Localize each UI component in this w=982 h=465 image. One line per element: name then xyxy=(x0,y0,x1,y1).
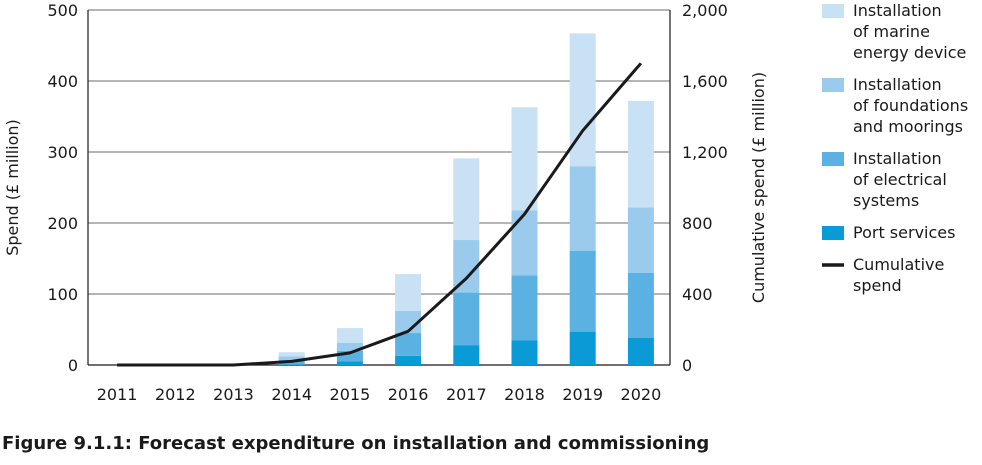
y-tick-label: 400 xyxy=(47,72,78,91)
legend-label: Cumulative xyxy=(853,255,944,274)
y2-tick-label: 2,000 xyxy=(682,1,728,20)
bars xyxy=(278,33,654,365)
bar-segment xyxy=(278,352,305,357)
legend-swatch xyxy=(822,78,844,92)
bar-segment xyxy=(278,356,305,361)
bar-segment xyxy=(395,274,422,312)
bar-segment xyxy=(453,345,480,365)
x-tick-label: 2019 xyxy=(562,385,603,404)
y-tick-label: 100 xyxy=(47,285,78,304)
y2-axis-title: Cumulative spend (£ million) xyxy=(749,72,768,303)
y2-tick-label: 1,200 xyxy=(682,143,728,162)
legend-swatch xyxy=(822,4,844,18)
bar-segment xyxy=(511,275,538,341)
legend-swatch xyxy=(822,152,844,166)
legend: Installation of marine energy device Instal… xyxy=(822,1,968,295)
bar-segment xyxy=(627,100,654,208)
cumulative-line xyxy=(117,62,643,367)
legend-label: of foundations xyxy=(853,96,968,115)
y2-tick-label: 1,600 xyxy=(682,72,728,91)
bar-segment xyxy=(278,364,305,365)
bar-segment xyxy=(336,350,363,362)
x-tick-label: 2014 xyxy=(271,385,312,404)
x-tick-label: 2020 xyxy=(621,385,662,404)
chart: 0 100 200 300 400 500 0 400 800 1,200 1,600 2,000 20… xyxy=(3,1,968,404)
bar-segment xyxy=(511,340,538,365)
legend-label: Installation xyxy=(853,75,942,94)
y-tick-label: 500 xyxy=(47,1,78,20)
legend-label: Installation xyxy=(853,1,942,20)
y2-tick-label: 800 xyxy=(682,214,713,233)
bar-segment xyxy=(569,250,596,332)
y2-tick-label: 0 xyxy=(682,356,692,375)
bar-segment xyxy=(453,292,480,346)
y-tick-label: 200 xyxy=(47,214,78,233)
x-tick-label: 2012 xyxy=(155,385,196,404)
x-tick-label: 2015 xyxy=(330,385,371,404)
legend-label: systems xyxy=(853,191,919,210)
legend-label: Port services xyxy=(853,223,955,242)
y-axis-title: Spend (£ million) xyxy=(3,119,22,256)
legend-label: energy device xyxy=(853,43,966,62)
bar-segment xyxy=(511,107,538,211)
bar-segment xyxy=(336,342,363,351)
bar-segment xyxy=(453,158,480,241)
axes: 0 100 200 300 400 500 0 400 800 1,200 1,600 2,000 20… xyxy=(3,1,768,404)
bar-segment xyxy=(627,207,654,273)
bar-segment xyxy=(627,272,654,339)
bar-segment xyxy=(569,331,596,365)
bar-segment xyxy=(395,333,422,356)
figure-caption: Figure 9.1.1: Forecast expenditure on in… xyxy=(2,433,710,454)
bar-segment xyxy=(453,240,480,293)
bar-segment xyxy=(336,328,363,343)
legend-label: and moorings xyxy=(853,117,963,136)
bar-segment xyxy=(511,210,538,276)
bar-segment xyxy=(627,338,654,365)
bar-segment xyxy=(395,355,422,365)
x-tick-label: 2018 xyxy=(504,385,545,404)
y-tick-label: 300 xyxy=(47,143,78,162)
x-tick-label: 2016 xyxy=(388,385,429,404)
bar-segment xyxy=(336,361,363,365)
x-tick-label: 2011 xyxy=(97,385,138,404)
x-tick-label: 2017 xyxy=(446,385,487,404)
x-tick-label: 2013 xyxy=(213,385,254,404)
y2-tick-label: 400 xyxy=(682,285,713,304)
bar-segment xyxy=(395,311,422,334)
legend-swatch xyxy=(822,226,844,240)
legend-label: spend xyxy=(853,276,902,295)
y-tick-label: 0 xyxy=(68,356,78,375)
legend-label: of marine xyxy=(853,22,930,41)
legend-label: of electrical xyxy=(853,170,947,189)
cumulative-line-path xyxy=(117,62,643,367)
legend-label: Installation xyxy=(853,149,942,168)
bar-segment xyxy=(569,166,596,251)
